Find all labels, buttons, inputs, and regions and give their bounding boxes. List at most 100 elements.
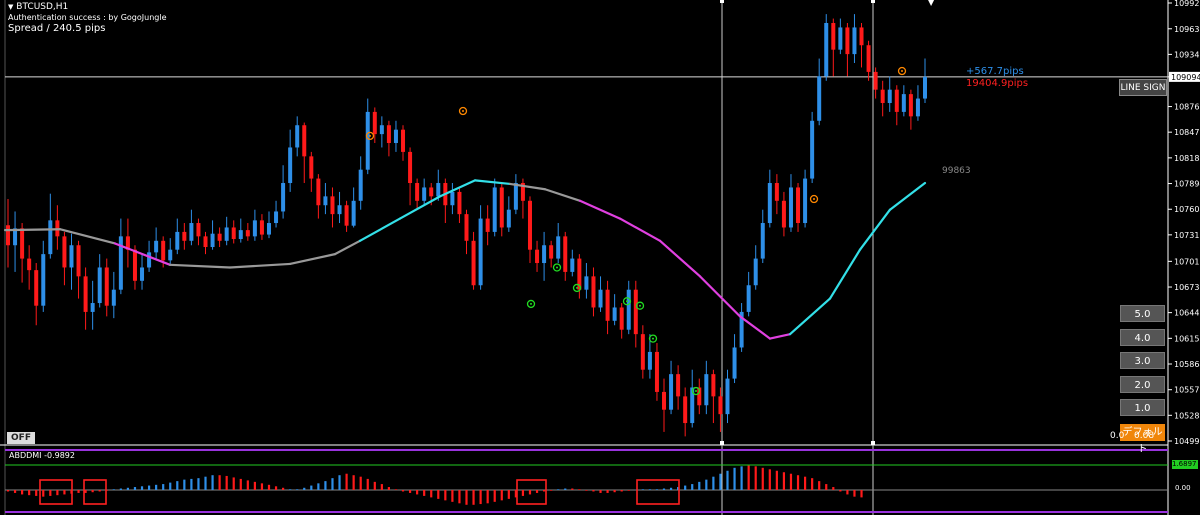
candle-body [13,228,18,246]
moving-average-segment [508,182,547,191]
candle-body [274,211,279,224]
buy-signal-marker [622,297,632,306]
candle-body [393,129,398,144]
sell-signal-marker [809,194,819,204]
candle-body [859,27,864,46]
candle-body [457,191,462,215]
sell-signal-dot [813,198,815,201]
indicator-label: ABDDMI -0.9892 [9,451,75,460]
candle-body [41,254,46,306]
candle-body [34,270,39,306]
candle-body [605,289,610,321]
candle-body [725,378,730,415]
candle-body [238,230,243,240]
candle-body [464,214,469,241]
moving-average-segment [58,228,117,245]
moving-average-segment [698,275,742,318]
default-button[interactable]: デフォルト [1120,424,1165,455]
lot-3-button[interactable]: 3.0 [1120,352,1165,369]
crosshair-marker-bottom [720,441,724,445]
candle-body [923,76,927,99]
candle-body [584,276,589,290]
candle-body [118,236,123,290]
moving-average-segment [618,217,662,242]
candle-body [196,223,201,237]
moving-average-segment [658,239,702,278]
sell-signal-marker [458,106,468,116]
candle-body [697,387,702,406]
y-tick-label: 108472 [1174,128,1200,137]
osc-highlight-box [83,479,107,505]
crosshair-marker-bottom [871,441,875,445]
crosshair-marker-top [720,0,724,3]
candle-body [97,267,102,304]
y-tick-label: 109925 [1174,0,1200,8]
y-tick-label: 107317 [1174,231,1200,240]
moving-average-segment [333,239,362,256]
candle-body [513,183,518,210]
candle-body [704,374,709,406]
pips-profit: +567.7pips [966,66,1024,77]
off-button[interactable]: OFF [7,432,35,444]
candle-body [259,220,264,235]
sell-signal-dot [369,134,371,137]
y-tick-label: 108760 [1174,103,1200,112]
moving-average-segment [168,263,232,269]
lot-2-button[interactable]: 2.0 [1120,376,1165,393]
y-tick-label: 107605 [1174,205,1200,214]
candle-body [845,27,850,55]
candle-body [647,351,652,370]
candle-body [422,187,427,201]
candle-body [866,45,871,72]
y-tick-label: 106153 [1174,334,1200,343]
candle-body [831,23,836,50]
candle-body [140,267,145,281]
moving-average-segment [738,315,772,340]
candle-body [6,225,10,246]
candle-body [612,307,617,321]
candle-body [908,94,913,117]
lot-5-button[interactable]: 5.0 [1120,305,1165,322]
candle-body [132,249,137,281]
candle-body [640,334,645,370]
candle-body [224,227,229,241]
buy-signal-marker [635,301,645,310]
candle-body [365,111,370,170]
line-sign-button[interactable]: LINE SIGN [1119,79,1167,96]
candle-body [781,200,786,228]
sell-signal-dot [462,110,464,113]
y-tick-label: 107019 [1174,257,1200,266]
candle-body [760,223,765,259]
lot-4-button[interactable]: 4.0 [1120,329,1165,346]
buy-signal-dot [695,390,697,393]
candle-body [577,258,582,290]
moving-average-segment [438,179,477,198]
candle-body [894,89,899,112]
buy-signal-dot [576,286,578,289]
candle-body [718,396,723,415]
candle-body [189,223,194,241]
buy-signal-dot [626,300,628,303]
candle-body [767,183,772,224]
moving-average-segment [113,242,172,266]
crosshair-marker-top [871,0,875,3]
candle-body [337,205,342,215]
candle-body [309,156,314,179]
candle-body [774,183,779,201]
candle-body [880,89,885,104]
moving-average-segment [543,188,582,202]
moving-average-segment [578,199,622,220]
moving-average-segment [358,217,402,242]
buy-signal-dot [652,337,654,340]
candle-body [732,347,737,379]
osc-highlight-box [39,479,73,505]
dropdown-arrow-icon[interactable]: ▼ [8,3,14,11]
candle-body [316,178,321,206]
candle-body [654,351,659,392]
lot-1-button[interactable]: 1.0 [1120,399,1165,416]
y-tick-label: 105864 [1174,360,1200,369]
candle-body [535,249,540,264]
candle-body [372,111,377,135]
moving-average-segment [473,179,512,186]
candle-body [753,258,758,286]
